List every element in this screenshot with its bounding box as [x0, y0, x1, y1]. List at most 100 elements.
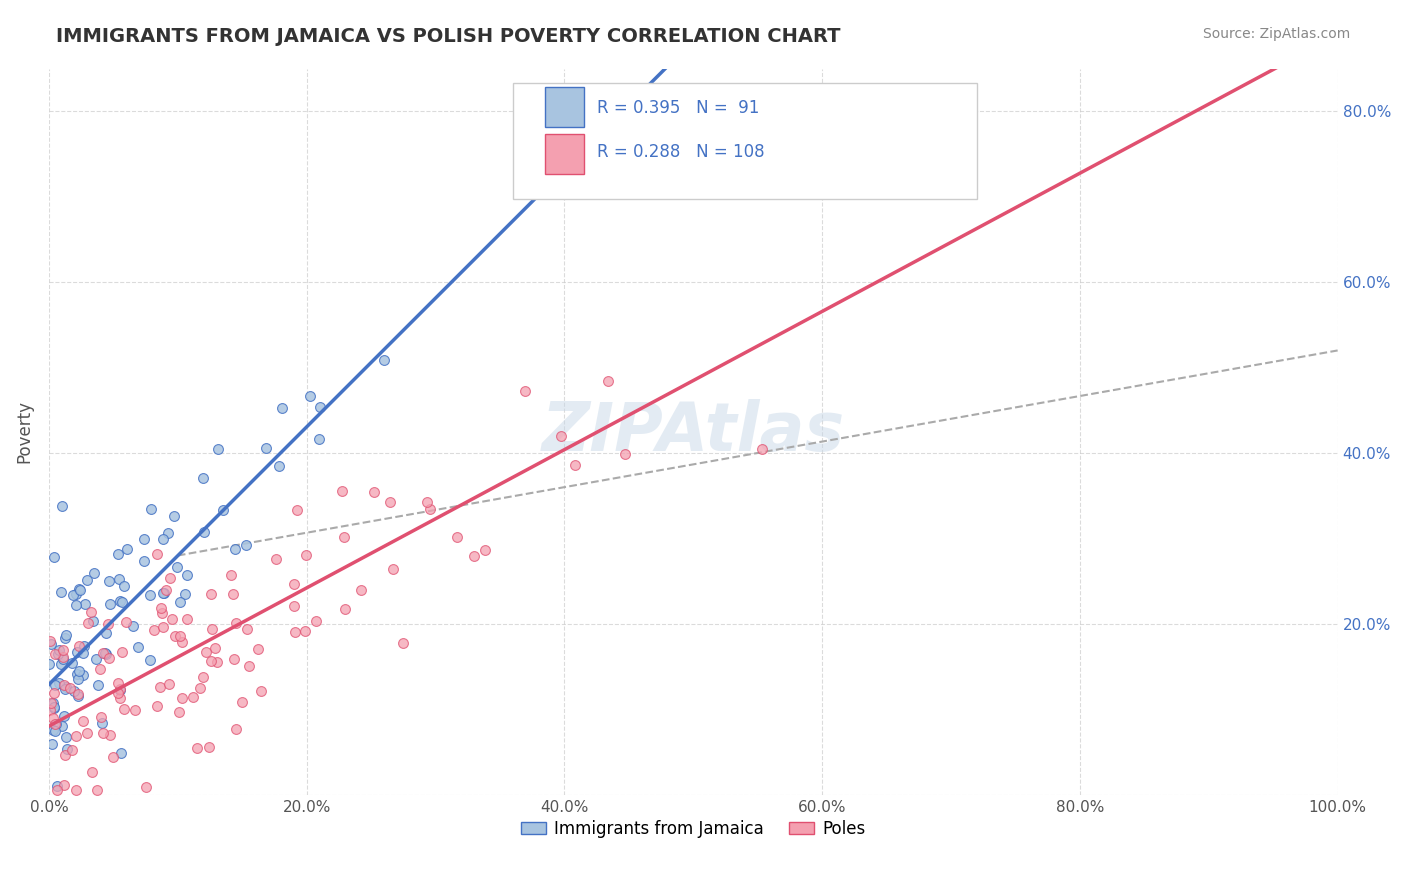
Point: [124, 703, 146, 717]
Point: [101, 750, 124, 764]
Point: [416, 495, 439, 509]
Point: [48, 647, 70, 661]
Point: [90, 710, 112, 724]
Point: [231, 695, 253, 709]
Point: [96, 647, 118, 661]
Point: [108, 572, 131, 586]
Point: [751, 442, 773, 456]
Point: [363, 484, 385, 499]
Point: [46, 783, 69, 797]
Legend: Immigrants from Jamaica, Poles: Immigrants from Jamaica, Poles: [515, 814, 872, 845]
Point: [41, 696, 63, 710]
Point: [48, 675, 70, 690]
Point: [44, 678, 66, 692]
Point: [198, 740, 221, 755]
Point: [152, 585, 174, 599]
Point: [267, 459, 290, 474]
Point: [295, 548, 318, 562]
Point: [44, 700, 66, 714]
Point: [67, 664, 90, 678]
Point: [51, 718, 73, 732]
Point: [139, 588, 162, 602]
Point: [264, 551, 287, 566]
Point: [335, 601, 357, 615]
Point: [212, 503, 235, 517]
Point: [382, 561, 405, 575]
Point: [38, 657, 60, 672]
Point: [53, 748, 76, 763]
Point: [207, 442, 229, 456]
Point: [42, 711, 65, 725]
Point: [49, 657, 72, 671]
Point: [108, 683, 131, 698]
Point: [41, 737, 63, 751]
Point: [55, 628, 77, 642]
Point: [94, 625, 117, 640]
Point: [49, 585, 72, 599]
Point: [115, 615, 138, 629]
Point: [298, 389, 321, 403]
Text: ZIPAtlas: ZIPAtlas: [541, 399, 845, 465]
Point: [169, 629, 191, 643]
Point: [82, 614, 104, 628]
Point: [283, 599, 305, 614]
Point: [56, 742, 79, 756]
Point: [66, 666, 89, 681]
Point: [246, 642, 269, 657]
Point: [65, 783, 87, 797]
Point: [169, 595, 191, 609]
Point: [152, 620, 174, 634]
Point: [66, 645, 89, 659]
Point: [51, 650, 73, 665]
Point: [150, 600, 173, 615]
Point: [98, 597, 121, 611]
Point: [474, 542, 496, 557]
Point: [73, 639, 96, 653]
Point: [39, 637, 62, 651]
Point: [172, 691, 194, 706]
Point: [91, 725, 114, 739]
Point: [53, 709, 76, 723]
FancyBboxPatch shape: [513, 83, 977, 199]
Point: [181, 690, 204, 704]
Point: [53, 681, 76, 696]
Point: [163, 509, 186, 524]
Point: [65, 729, 87, 743]
Point: [174, 587, 197, 601]
FancyBboxPatch shape: [546, 134, 583, 174]
Point: [52, 652, 75, 666]
Point: [38, 703, 60, 717]
Point: [108, 690, 131, 705]
Point: [294, 624, 316, 638]
Point: [194, 645, 217, 659]
Point: [193, 525, 215, 540]
Point: [63, 683, 86, 698]
Point: [69, 582, 91, 597]
Point: [41, 696, 63, 710]
Point: [446, 530, 468, 544]
Point: [75, 597, 97, 611]
Point: [419, 502, 441, 516]
Point: [97, 616, 120, 631]
Point: [145, 699, 167, 714]
Point: [613, 447, 636, 461]
Point: [91, 646, 114, 660]
Point: [373, 352, 395, 367]
Point: [80, 605, 103, 619]
Point: [66, 687, 89, 701]
Point: [67, 582, 90, 597]
Point: [44, 647, 66, 661]
Point: [188, 681, 211, 696]
Point: [152, 532, 174, 546]
Point: [747, 121, 769, 136]
Point: [53, 631, 76, 645]
Point: [66, 689, 89, 703]
Point: [236, 622, 259, 636]
Point: [41, 723, 63, 737]
Text: IMMIGRANTS FROM JAMAICA VS POLISH POVERTY CORRELATION CHART: IMMIGRANTS FROM JAMAICA VS POLISH POVERT…: [56, 27, 841, 45]
Point: [65, 587, 87, 601]
Point: [52, 643, 75, 657]
Point: [60, 656, 83, 670]
Point: [254, 441, 277, 455]
Point: [98, 728, 121, 742]
